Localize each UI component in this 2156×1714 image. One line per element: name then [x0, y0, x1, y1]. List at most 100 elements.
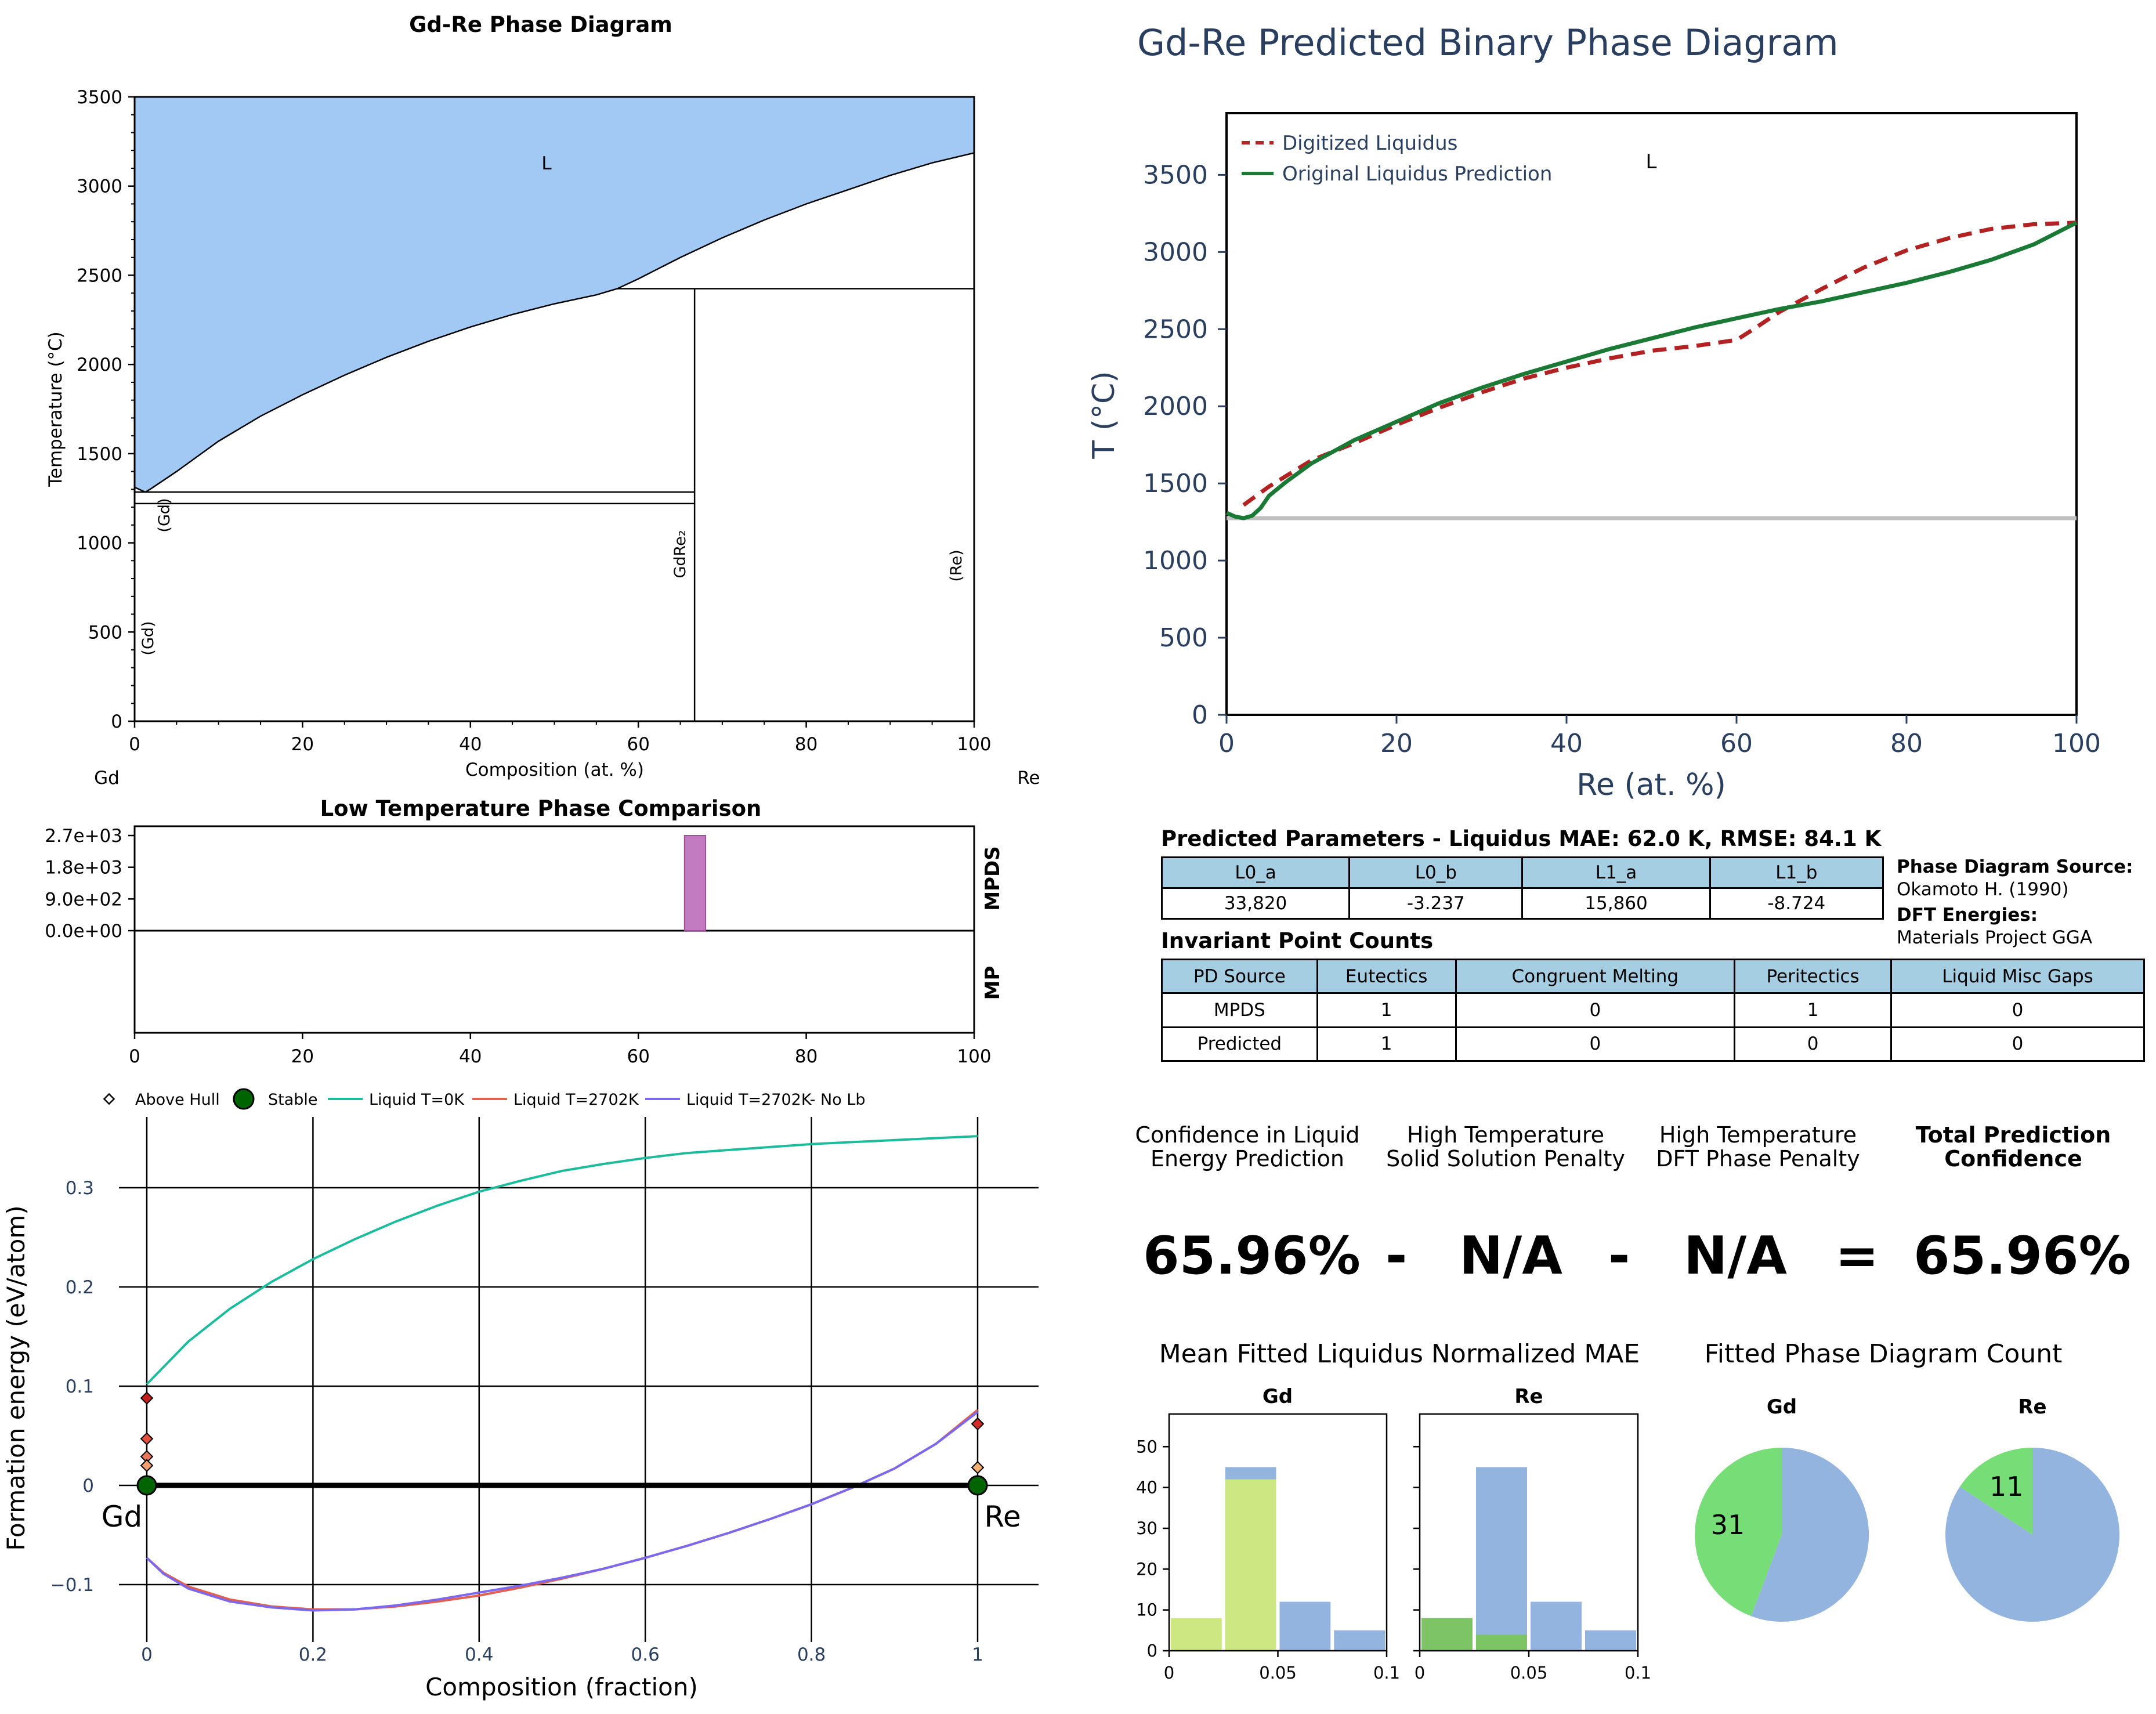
pie-slice — [1695, 1448, 1782, 1617]
pie-slice — [1945, 1448, 2120, 1622]
y-tick-label: −0.1 — [50, 1575, 94, 1596]
predicted-diagram-xlabel: Re (at. %) — [1576, 768, 1726, 802]
y-tick-label: 2500 — [77, 265, 122, 286]
invariants-cell: 1 — [1734, 992, 1893, 1028]
count-gd-title: Gd — [1767, 1395, 1797, 1419]
region-label-re: (Re) — [947, 549, 965, 581]
source-label: Phase Diagram Source: — [1897, 856, 2133, 877]
formation-energy-legend: Above Hull Stable Liquid T=0K Liquid T=2… — [103, 1088, 866, 1110]
mae-section: Mean Fitted Liquidus Normalized MAE Gd R… — [1136, 1339, 1651, 1683]
y-tick-label: 30 — [1136, 1518, 1157, 1538]
params-header-cell: L1_b — [1709, 856, 1884, 889]
low-temp-title: Low Temperature Phase Comparison — [320, 796, 762, 821]
y-tick-label: 2000 — [1143, 392, 1208, 421]
count-re-pie: 11 — [1945, 1448, 2120, 1622]
count-section-title: Fitted Phase Diagram Count — [1705, 1339, 2063, 1369]
histogram-frame — [1168, 1413, 1388, 1652]
y-tick-label: 9.0e+02 — [45, 889, 122, 910]
confidence-header-liquid: Confidence in Liquid Energy Prediction — [1126, 1123, 1369, 1171]
x-tick-label: 0.1 — [1373, 1663, 1400, 1683]
invariants-cell: 1 — [1316, 992, 1457, 1028]
y-tick-label: 0 — [82, 1476, 94, 1496]
legend-digitized-label: Digitized Liquidus — [1282, 132, 1457, 155]
x-tick-label: 0.05 — [1259, 1663, 1297, 1683]
confidence-header-line: Confidence — [1944, 1146, 2082, 1171]
formation-energy-lines — [146, 1135, 979, 1612]
confidence-header-line: Solid Solution Penalty — [1386, 1146, 1625, 1171]
params-header-cell: L0_a — [1160, 856, 1351, 889]
histogram-bar — [1585, 1630, 1636, 1651]
mae-section-title: Mean Fitted Liquidus Normalized MAE — [1159, 1339, 1640, 1369]
y-tick-label: 3500 — [1143, 160, 1208, 190]
x-tick-label: 0 — [129, 734, 140, 755]
left-element-label: Gd — [94, 768, 120, 789]
formation-energy-ylabel: Formation energy (eV/atom) — [2, 1205, 30, 1550]
x-tick-label: 40 — [459, 1046, 482, 1067]
hull-left-element: Gd — [102, 1500, 142, 1534]
confidence-header-line: High Temperature — [1659, 1122, 1857, 1148]
x-tick-label: 0 — [1415, 1663, 1425, 1683]
histogram-bar — [1476, 1634, 1527, 1651]
x-tick-label: 0.4 — [465, 1644, 493, 1665]
invariants-header-cell: PD Source — [1161, 958, 1318, 995]
x-tick-label: 0.1 — [1625, 1663, 1651, 1683]
invariants-cell: 0 — [1890, 1026, 2145, 1062]
above-hull-point — [140, 1432, 154, 1445]
legend-above-hull-marker — [103, 1093, 115, 1105]
dft-penalty-value: N/A — [1684, 1225, 1787, 1286]
x-tick-label: 80 — [1890, 729, 1923, 758]
right-element-label: Re — [1017, 768, 1040, 789]
invariants-header-cell: Liquid Misc Gaps — [1890, 958, 2145, 995]
digitized-liquidus-line — [1242, 220, 2077, 507]
x-tick-label: 0 — [129, 1046, 140, 1067]
y-tick-label: 0.1 — [66, 1376, 94, 1397]
invariants-header-cell: Peritectics — [1734, 958, 1893, 995]
x-tick-label: 0 — [141, 1644, 153, 1665]
predicted-diagram-chart: Gd-Re Predicted Binary Phase Diagram 0 20… — [1087, 21, 2101, 802]
count-section: Fitted Phase Diagram Count Gd Re 31 11 — [1695, 1339, 2120, 1622]
confidence-header-line: Energy Prediction — [1151, 1146, 1344, 1171]
predicted-region-label-liquid: L — [1646, 150, 1657, 173]
liquid-energy-curve — [146, 1411, 979, 1612]
params-title: Predicted Parameters - Liquidus MAE: 62.… — [1161, 826, 1882, 851]
mae-gd-chart: 0 0.05 0.1 0 10 20 30 40 50 — [1136, 1413, 1400, 1683]
confidence-header-line: High Temperature — [1406, 1122, 1605, 1148]
x-tick-label: 100 — [2052, 729, 2101, 758]
mae-gd-title: Gd — [1263, 1385, 1293, 1408]
y-tick-label: 0 — [1192, 700, 1208, 730]
formation-energy-chart: 0 0.2 0.4 0.6 0.8 1 −0.1 0 0.1 0.2 0.3 Compositio… — [2, 1088, 1039, 1701]
region-label-liquid: L — [541, 153, 552, 174]
formation-energy-points — [136, 1391, 988, 1496]
invariants-cell: Predicted — [1161, 1026, 1318, 1062]
liquidus-line — [134, 152, 975, 493]
invariants-table: PD Source Eutectics Congruent Melting Pe… — [1161, 958, 2145, 1062]
predicted-diagram-legend: Digitized Liquidus Original Liquidus Pre… — [1242, 132, 1552, 186]
invariants-cell: 0 — [1455, 1026, 1736, 1062]
formation-energy-x-ticks: 0 0.2 0.4 0.6 0.8 1 — [141, 1644, 983, 1665]
confidence-header-solid-solution: High Temperature Solid Solution Penalty — [1381, 1123, 1630, 1171]
pie-slice — [1959, 1448, 2032, 1535]
y-tick-label: 0.0e+00 — [45, 921, 122, 942]
y-tick-label: 500 — [1159, 623, 1208, 653]
low-temp-bars — [683, 835, 706, 931]
predicted-diagram-x-ticks: 0 20 40 60 80 100 — [1218, 715, 2101, 758]
above-hull-point — [140, 1391, 154, 1405]
x-tick-label: 0 — [1218, 729, 1235, 758]
y-tick-label: 1000 — [1143, 546, 1208, 576]
y-tick-label: 3000 — [1143, 237, 1208, 267]
count-gd-pie: 31 — [1695, 1448, 1869, 1622]
above-hull-point — [140, 1459, 154, 1473]
legend-liquid-2702k-label: Liquid T=2702K — [513, 1091, 639, 1109]
y-tick-label: 20 — [1136, 1559, 1157, 1579]
legend-stable-marker — [233, 1088, 255, 1110]
histogram-bar — [1171, 1618, 1222, 1651]
dft-value: Materials Project GGA — [1897, 927, 2093, 948]
x-tick-label: 20 — [1380, 729, 1413, 758]
liquid-energy-curve — [146, 1409, 979, 1611]
histogram-bar — [1334, 1630, 1385, 1651]
params-table: L0_a L0_b L1_a L1_b 33,820 -3.237 15,860… — [1160, 856, 1884, 920]
above-hull-point — [140, 1450, 154, 1463]
original-liquidus-line — [1225, 220, 2078, 520]
total-confidence-value: 65.96% — [1913, 1225, 2131, 1286]
operator-minus-1: - — [1386, 1225, 1408, 1286]
